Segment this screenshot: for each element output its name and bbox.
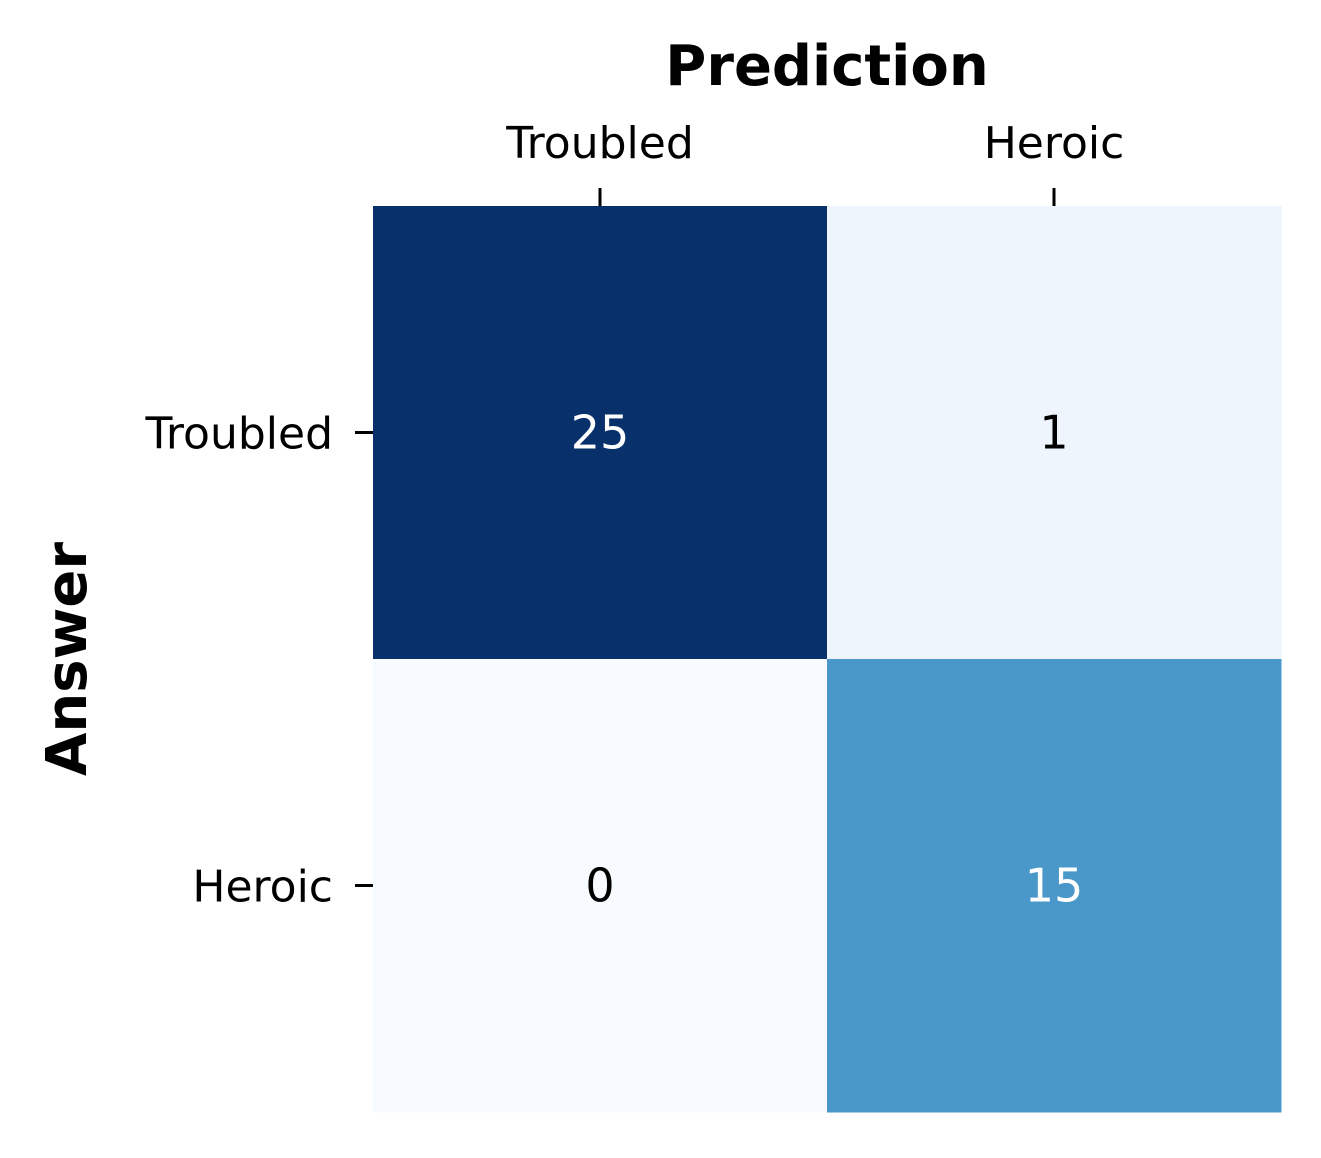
- heatmap-cell-r1-c0: [373, 659, 828, 1113]
- y-axis-label: Answer: [35, 542, 100, 776]
- cell-value-label-r1-c1: 15: [1025, 859, 1084, 913]
- axis-ticks: Troubled Heroic Troubled Heroic: [145, 118, 1125, 913]
- cell-value-label-r0-c0: 25: [571, 406, 630, 460]
- x-tick-label-1: Heroic: [984, 118, 1125, 169]
- cell-value-label-r1-c0: 0: [585, 859, 614, 913]
- heatmap-cell-r0-c0: [373, 206, 828, 660]
- heatmap-annotations: 25 1 0 15: [571, 406, 1084, 913]
- heatmap-cell-r0-c1: [827, 206, 1282, 660]
- heatmap-cell-r1-c1: [827, 659, 1282, 1113]
- heatmap-cells: [373, 206, 1282, 1113]
- y-tick-label-0: Troubled: [145, 409, 334, 460]
- x-tick-label-0: Troubled: [505, 118, 694, 169]
- cell-value-label-r0-c1: 1: [1039, 406, 1068, 460]
- y-tick-label-1: Heroic: [192, 862, 333, 913]
- x-axis-label: Prediction: [665, 34, 988, 99]
